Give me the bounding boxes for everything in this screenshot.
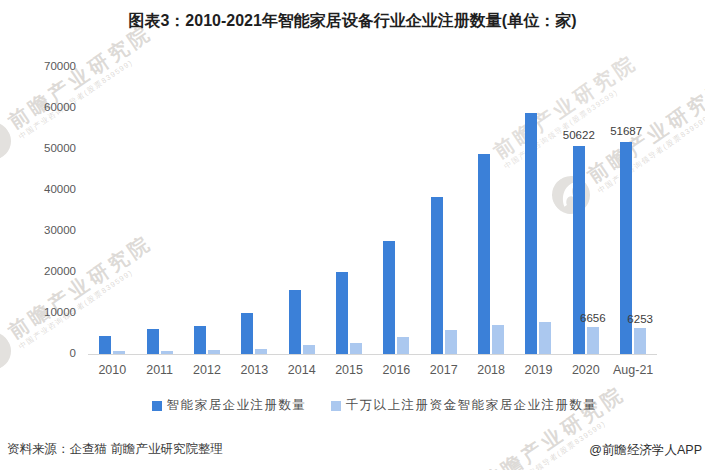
watermark-logo-icon [545,169,598,222]
bar-secondary-2017 [445,330,457,354]
watermark-text: 前瞻产业研究院 [3,229,156,343]
legend-swatch-icon [331,401,341,411]
bar-primary-2016 [383,241,395,354]
watermark-text: 前瞻产业研究院 [3,19,156,133]
chart-title: 图表3：2010-2021年智能家居设备行业企业注册数量(单位：家) [0,11,705,32]
y-axis-label: 40000 [16,183,76,195]
bar-primary-2013 [241,313,253,354]
bar-primary-2014 [289,290,301,354]
legend-label: 千万以上注册资金智能家居企业注册数量 [346,397,598,414]
x-axis-label: Aug-21 [603,363,663,377]
bar-secondary-2013 [255,349,267,354]
y-axis-label: 60000 [16,101,76,113]
legend-item: 千万以上注册资金智能家居企业注册数量 [331,397,598,414]
bar-secondary-2010 [113,351,125,354]
y-axis-label: 10000 [16,306,76,318]
bar-value-label: 51687 [596,125,656,137]
bar-primary-2018 [478,154,490,354]
credit-note: @前瞻经济学人APP [589,442,702,459]
y-axis-label: 0 [16,347,76,359]
legend: 智能家居企业注册数量 千万以上注册资金智能家居企业注册数量 [0,397,705,414]
legend-swatch-icon [152,401,162,411]
bar-secondary-2020 [587,327,599,354]
bar-primary-2010 [99,336,111,354]
bar-primary-2011 [147,329,159,354]
bar-value-label: 6253 [610,313,670,325]
watermark-subtext: 中国产业咨询领导者(股票839599) [596,93,705,194]
watermark-subtext: 中国产业咨询领导者(股票839599) [17,39,161,140]
y-axis-label: 30000 [16,224,76,236]
x-axis-line [88,354,657,355]
bar-secondary-2018 [492,325,504,354]
bar-primary-2019 [525,113,537,354]
y-axis-label: 70000 [16,60,76,72]
bar-secondary-2014 [303,345,315,354]
source-note: 资料来源：企查猫 前瞻产业研究院整理 [7,441,223,458]
y-axis-label: 20000 [16,265,76,277]
bar-secondary-Aug-21 [634,328,646,354]
bar-secondary-2011 [161,351,173,354]
bar-primary-2015 [336,272,348,354]
bar-secondary-2016 [397,337,409,354]
y-axis-label: 50000 [16,142,76,154]
chart-page: 前瞻产业研究院中国产业咨询领导者(股票839599)前瞻产业研究院中国产业咨询领… [0,0,705,470]
bar-secondary-2019 [539,322,551,354]
bar-primary-2012 [194,326,206,354]
bar-secondary-2012 [208,350,220,354]
bar-secondary-2015 [350,343,362,354]
watermark-logo-icon [0,115,18,168]
watermark-text: 前瞻产业研究院 [489,50,642,164]
legend-label: 智能家居企业注册数量 [167,397,307,414]
legend-item: 智能家居企业注册数量 [152,397,307,414]
bar-primary-2017 [431,197,443,354]
